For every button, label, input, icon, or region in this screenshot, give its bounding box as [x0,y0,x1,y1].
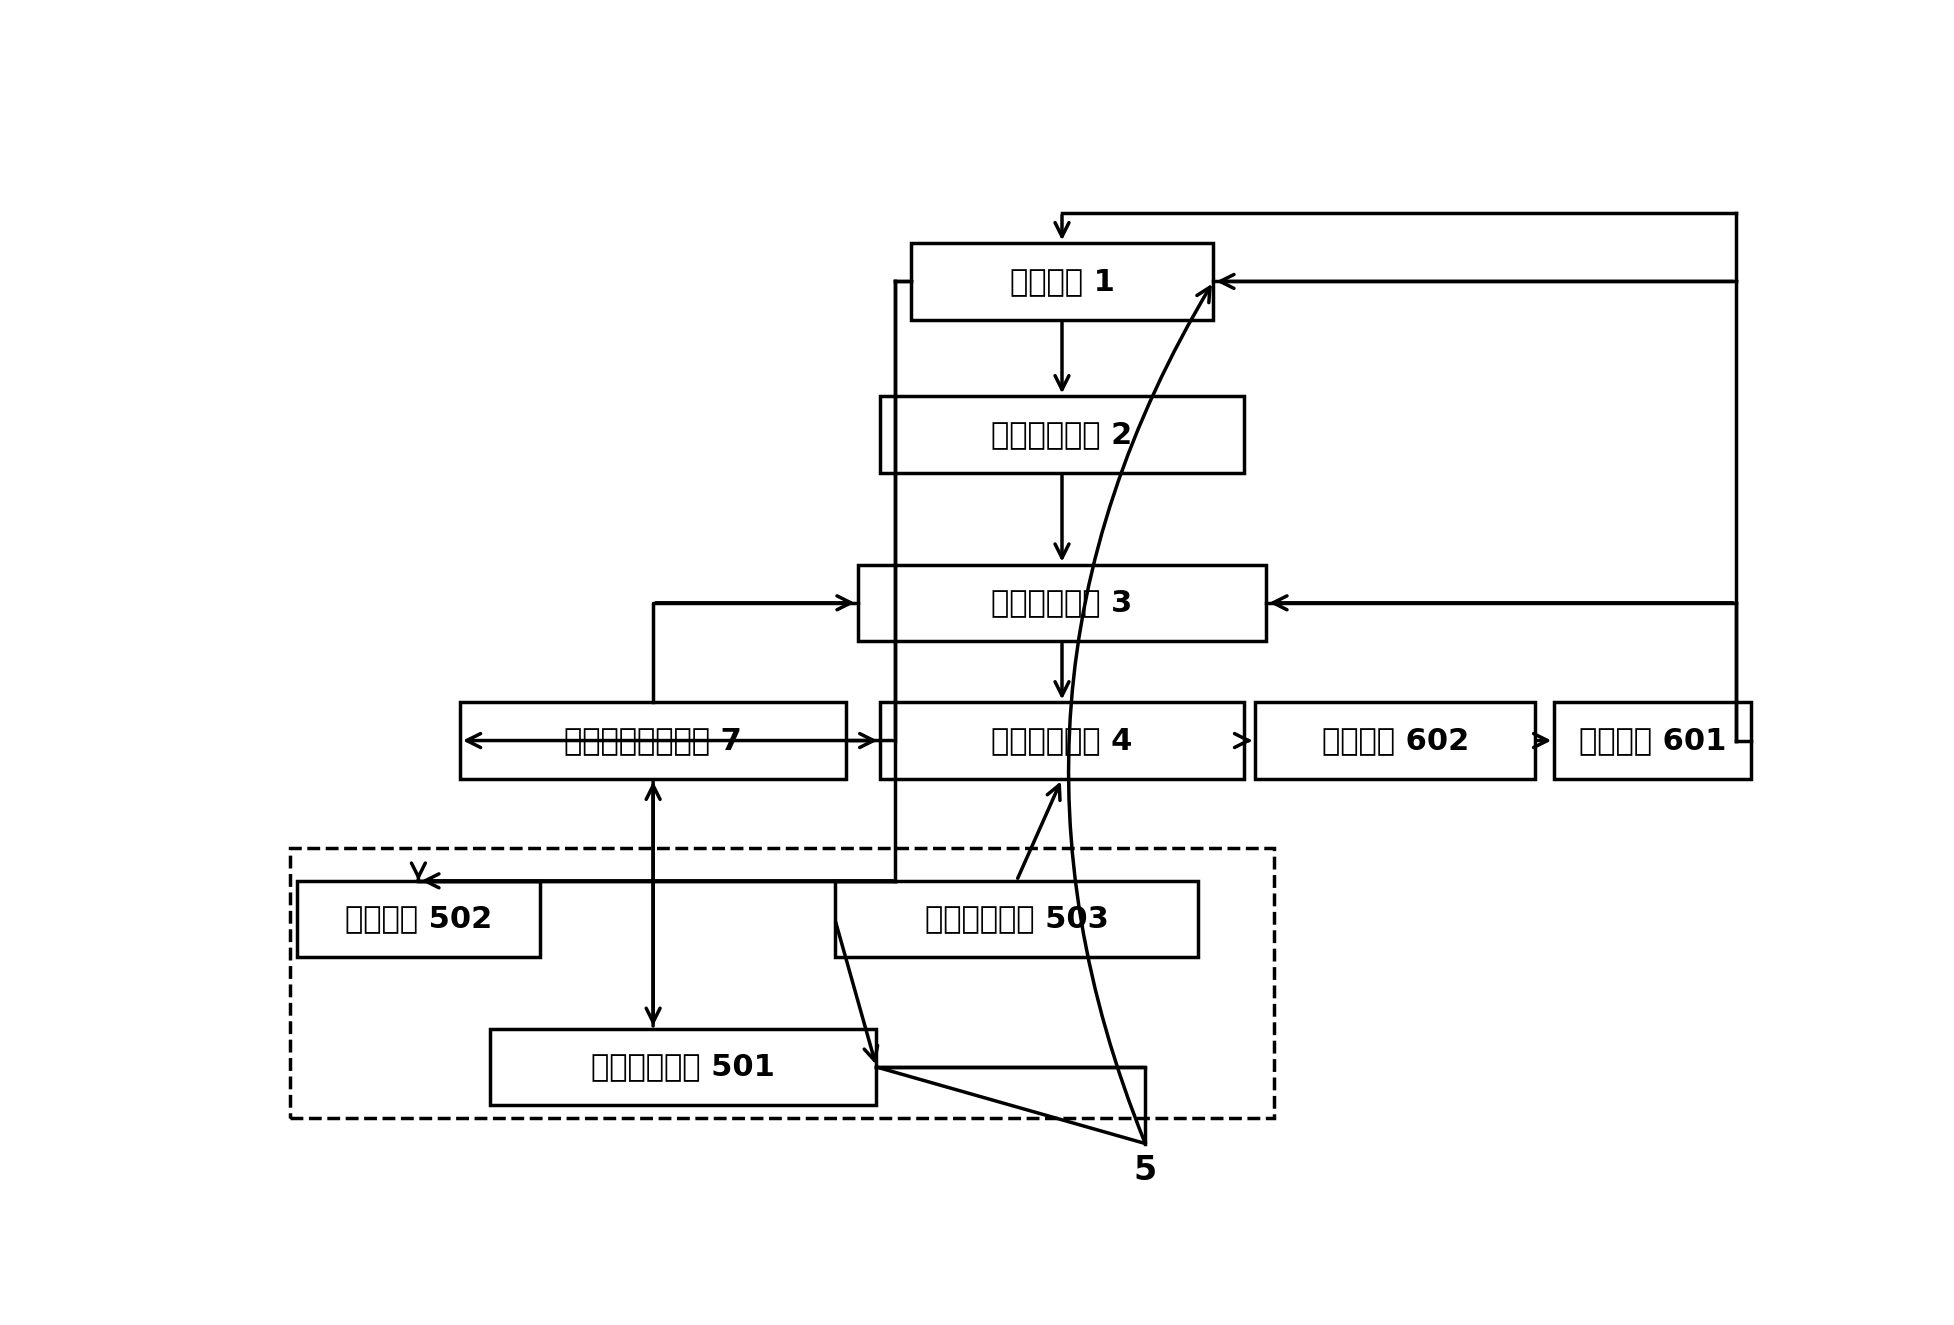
Text: 转译控制单元 503: 转译控制单元 503 [924,905,1108,934]
Bar [858,564,1266,641]
Bar [911,244,1213,319]
Text: 历史数据操作模块 7: 历史数据操作模块 7 [565,726,743,755]
Bar [1254,702,1536,779]
Text: 5: 5 [1133,1154,1157,1187]
Text: 检测设备 1: 检测设备 1 [1010,266,1114,295]
Bar [490,1028,877,1105]
Bar [881,396,1245,473]
Text: 控制装置 602: 控制装置 602 [1321,726,1469,755]
Text: 信息查询单元 501: 信息查询单元 501 [592,1052,776,1081]
Bar [289,848,1274,1118]
Bar [881,702,1245,779]
Text: 智能控制模块 3: 智能控制模块 3 [991,588,1133,617]
Bar [297,881,539,958]
Bar [459,702,846,779]
Bar [834,881,1198,958]
Bar [1553,702,1751,779]
Text: 数据分析模块 2: 数据分析模块 2 [991,420,1133,449]
Text: 控制命令模块 4: 控制命令模块 4 [991,726,1133,755]
Text: 报警单元 502: 报警单元 502 [344,905,492,934]
Text: 运行设备 601: 运行设备 601 [1579,726,1725,755]
